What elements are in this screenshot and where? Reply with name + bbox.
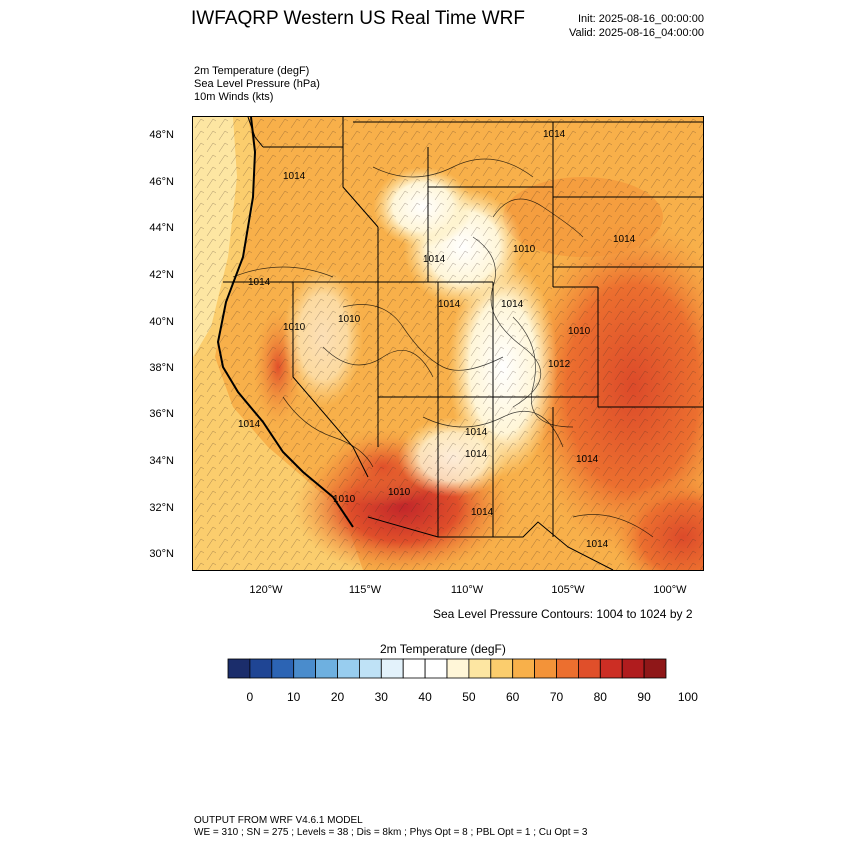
contour-note: Sea Level Pressure Contours: 1004 to 102… (433, 607, 693, 621)
isobar-label: 1014 (238, 419, 261, 430)
isobar-label: 1014 (586, 539, 609, 550)
colorbar-cell (534, 658, 557, 679)
map-panel: 1014 1014 1014 1014 1014 1014 1014 1010 … (192, 116, 704, 571)
isobar-label: 1012 (548, 359, 571, 370)
colorbar-cell (380, 658, 404, 679)
colorbar-tick-label: 50 (462, 690, 476, 704)
isobar-label: 1014 (576, 454, 599, 465)
isobar-label: 1014 (613, 234, 636, 245)
isobar-label: 1010 (338, 314, 361, 325)
colorbar-cell (402, 658, 426, 679)
lon-label-110: 110°W (450, 584, 484, 596)
lon-label-115: 115°W (348, 584, 382, 596)
colorbar-cell (337, 658, 360, 679)
colorbar-cell (293, 658, 316, 679)
colorbar-cell (556, 658, 579, 679)
colorbar-tick-label: 70 (549, 690, 564, 704)
isobar-label: 1010 (513, 244, 536, 255)
colorbar-cell (599, 658, 623, 679)
lat-label-48: 48°N (149, 129, 174, 141)
lat-label-42: 42°N (149, 269, 174, 281)
colorbar-title: 2m Temperature (degF) (380, 642, 506, 656)
colorbar-tick-label: 10 (287, 690, 301, 704)
colorbar-cell (271, 658, 295, 679)
isobar-label: 1010 (388, 487, 411, 498)
model-version: OUTPUT FROM WRF V4.6.1 MODEL (194, 815, 363, 826)
colorbar-cell (512, 658, 536, 679)
lat-label-40: 40°N (149, 316, 174, 328)
colorbar-cell (490, 658, 514, 679)
colorbar-tick-label: 40 (418, 690, 432, 704)
isobar-label: 1010 (568, 326, 591, 337)
colorbar-cell (446, 658, 470, 679)
isobar-label: 1014 (283, 171, 306, 182)
lat-label-32: 32°N (149, 502, 174, 514)
isobar-label: 1014 (465, 427, 488, 438)
temperature-map: 1014 1014 1014 1014 1014 1014 1014 1010 … (193, 117, 703, 570)
model-footer: OUTPUT FROM WRF V4.6.1 MODEL WE = 310 ; … (194, 815, 587, 839)
colorbar-cell (577, 658, 601, 679)
colorbar-cell (643, 658, 667, 679)
colorbar (227, 658, 667, 679)
colorbar-tick-label: 90 (637, 690, 651, 704)
colorbar-cell (227, 658, 251, 679)
field-list: 2m Temperature (degF) Sea Level Pressure… (194, 65, 320, 104)
lat-label-38: 38°N (149, 362, 174, 374)
colorbar-tick-label: 100 (677, 690, 698, 704)
colorbar-cell (358, 658, 382, 679)
colorbar-tick-label: 0 (246, 690, 254, 704)
isobar-label: 1014 (471, 507, 494, 518)
colorbar-tick-label: 30 (374, 690, 388, 704)
model-config: WE = 310 ; SN = 275 ; Levels = 38 ; Dis … (194, 827, 588, 838)
time-info: Init: 2025-08-16_00:00:00 Valid: 2025-08… (569, 12, 704, 40)
field-temperature: 2m Temperature (degF) (194, 65, 310, 77)
isobar-label: 1010 (283, 322, 306, 333)
lat-label-44: 44°N (149, 222, 174, 234)
colorbar-tick-label: 80 (593, 690, 607, 704)
lat-label-30: 30°N (149, 548, 174, 560)
field-winds: 10m Winds (kts) (194, 91, 274, 103)
lon-label-100: 100°W (653, 584, 687, 596)
isobar-label: 1014 (465, 449, 488, 460)
isobar-label: 1014 (248, 277, 271, 288)
isobar-label: 1014 (543, 129, 566, 140)
lon-label-120: 120°W (249, 584, 283, 596)
plot-title: IWFAQRP Western US Real Time WRF (191, 8, 525, 29)
colorbar-cell (621, 658, 645, 679)
colorbar-cell (315, 658, 338, 679)
lat-label-34: 34°N (149, 455, 174, 467)
colorbar-cell (249, 658, 273, 679)
lon-label-105: 105°W (551, 584, 585, 596)
isobar-label: 1014 (438, 299, 461, 310)
colorbar-tick-label: 20 (330, 690, 345, 704)
isobar-label: 1010 (333, 494, 356, 505)
lat-label-36: 36°N (149, 408, 174, 420)
field-pressure: Sea Level Pressure (hPa) (194, 78, 320, 90)
colorbar-cell (468, 658, 492, 679)
isobar-label: 1014 (423, 254, 446, 265)
valid-time: Valid: 2025-08-16_04:00:00 (569, 27, 704, 39)
colorbar-tick-label: 60 (506, 690, 520, 704)
init-time: Init: 2025-08-16_00:00:00 (577, 13, 704, 25)
colorbar-cell (424, 658, 448, 679)
isobar-label: 1014 (501, 299, 524, 310)
lat-label-46: 46°N (149, 176, 174, 188)
